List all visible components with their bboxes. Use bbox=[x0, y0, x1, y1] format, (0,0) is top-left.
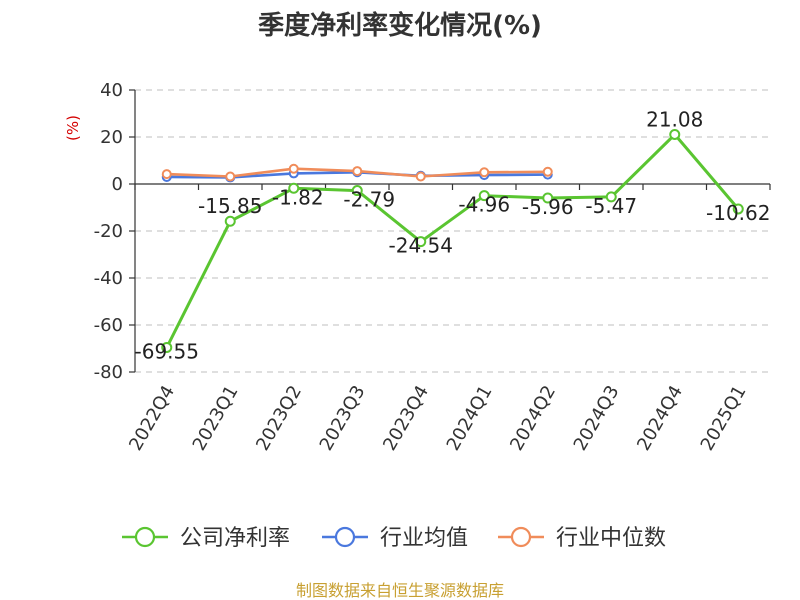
data-point[interactable] bbox=[732, 203, 744, 215]
data-point[interactable] bbox=[352, 166, 363, 177]
y-tick-label: -60 bbox=[94, 315, 123, 336]
data-point[interactable] bbox=[605, 191, 617, 203]
legend-item[interactable]: 行业中位数 bbox=[498, 526, 666, 551]
y-axis-label: (%) bbox=[64, 115, 82, 141]
x-tick-label: 2024Q1 bbox=[443, 382, 497, 454]
data-point[interactable] bbox=[415, 171, 426, 182]
data-point[interactable] bbox=[351, 185, 363, 197]
x-tick-label: 2024Q3 bbox=[570, 382, 624, 454]
legend-label: 行业中位数 bbox=[556, 526, 666, 551]
y-tick-label: -80 bbox=[94, 362, 123, 383]
legend-item[interactable]: 公司净利率 bbox=[122, 526, 290, 551]
data-label: -5.47 bbox=[585, 194, 637, 218]
source-note: 制图数据来自恒生聚源数据库 bbox=[296, 581, 504, 600]
chart-title: 季度净利率变化情况(%) bbox=[258, 10, 542, 41]
grid-lines bbox=[135, 89, 770, 373]
data-point[interactable] bbox=[478, 190, 490, 202]
data-label: -24.54 bbox=[389, 234, 453, 258]
data-point[interactable] bbox=[288, 182, 300, 194]
data-point[interactable] bbox=[542, 166, 553, 177]
data-label: -10.62 bbox=[706, 201, 770, 225]
data-point[interactable] bbox=[415, 236, 427, 248]
y-tick-label: 0 bbox=[112, 174, 123, 195]
x-tick-label: 2023Q1 bbox=[189, 382, 243, 454]
legend-label: 行业均值 bbox=[380, 526, 468, 551]
legend-item[interactable]: 行业均值 bbox=[322, 526, 468, 551]
y-tick-label: -20 bbox=[94, 221, 123, 242]
x-tick-label: 2025Q1 bbox=[697, 382, 751, 454]
data-label: -2.79 bbox=[343, 188, 395, 212]
data-label: -15.85 bbox=[198, 194, 262, 218]
y-tick-label: 40 bbox=[100, 80, 123, 101]
x-tick-label: 2022Q4 bbox=[125, 382, 179, 454]
x-tick-label: 2023Q2 bbox=[252, 382, 306, 454]
x-tick-label: 2024Q2 bbox=[506, 382, 560, 454]
data-labels: -69.55 -15.85 -1.82 -2.79 -24.54-4.96 -5.96 -5… bbox=[135, 107, 771, 363]
legend[interactable]: 公司净利率 行业均值 行业中位数 bbox=[122, 526, 666, 551]
x-tick-label: 2023Q4 bbox=[379, 382, 433, 454]
data-point[interactable] bbox=[479, 167, 490, 178]
data-point[interactable] bbox=[288, 163, 299, 174]
legend-swatch-marker bbox=[334, 526, 356, 548]
series-group bbox=[161, 128, 744, 353]
data-label: 21.08 bbox=[646, 107, 703, 131]
data-label: -5.96 bbox=[522, 195, 574, 219]
data-label: -1.82 bbox=[272, 185, 324, 209]
x-tick-label: 2024Q4 bbox=[633, 382, 687, 454]
y-tick-label: 20 bbox=[100, 127, 123, 148]
y-tick-label: -40 bbox=[94, 268, 123, 289]
data-point[interactable] bbox=[225, 171, 236, 182]
data-point[interactable] bbox=[161, 341, 173, 353]
legend-swatch-marker bbox=[134, 526, 156, 548]
data-label: -69.55 bbox=[135, 339, 199, 363]
x-tick-label: 2023Q3 bbox=[316, 382, 370, 454]
series-0 bbox=[161, 128, 744, 353]
data-point[interactable] bbox=[224, 215, 236, 227]
legend-swatch-marker bbox=[510, 526, 532, 548]
series-line bbox=[165, 133, 740, 349]
data-label: -4.96 bbox=[458, 193, 510, 217]
series-2 bbox=[161, 163, 553, 182]
data-point[interactable] bbox=[669, 128, 681, 140]
data-point[interactable] bbox=[542, 192, 554, 204]
legend-label: 公司净利率 bbox=[180, 526, 290, 551]
data-point[interactable] bbox=[161, 169, 172, 180]
